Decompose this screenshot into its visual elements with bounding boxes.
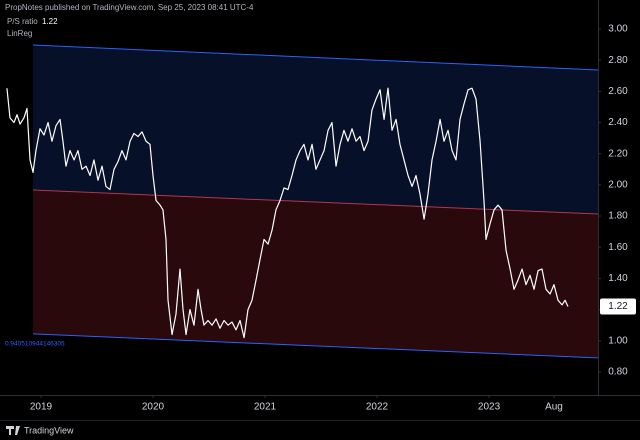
series-last-value: 1.22 <box>42 17 58 26</box>
last-value-box <box>600 298 636 315</box>
x-tick-label: 2019 <box>30 402 53 413</box>
y-tick-label: 0.80 <box>608 367 628 378</box>
y-tick-label: 2.80 <box>608 55 628 66</box>
y-tick-label: 2.60 <box>608 86 628 97</box>
publisher: PropNotes published on TradingView.com, … <box>5 3 254 12</box>
middle-regression-line <box>33 189 599 215</box>
series-line <box>6 87 569 339</box>
last-value-label: 1.22 <box>608 301 628 312</box>
footer-brand: TradingView <box>24 425 74 435</box>
y-tick-label: 1.60 <box>608 242 628 253</box>
y-tick-label: 2.00 <box>608 180 628 191</box>
footer-bar <box>0 420 640 440</box>
x-tick-label: 2023 <box>478 402 501 413</box>
upper-regression-line <box>33 44 599 71</box>
footer-logo <box>6 426 20 435</box>
y-tick-label: 2.20 <box>608 148 628 159</box>
plot-area <box>6 44 599 359</box>
x-tick-label: 2021 <box>254 402 277 413</box>
y-tick-label: 1.80 <box>608 211 628 222</box>
indicator-name: LinReg <box>7 29 32 38</box>
x-tick-label: 2020 <box>142 402 165 413</box>
upper-channel-fill <box>33 45 599 215</box>
y-tick-label: 3.00 <box>608 24 628 35</box>
y-tick-label: 1.40 <box>608 273 628 284</box>
x-tick-label: Aug <box>545 402 563 413</box>
lower-channel-fill <box>33 190 599 358</box>
lower-regression-line <box>33 333 599 359</box>
x-tick-label: 2022 <box>366 402 389 413</box>
regression-lower-label: 0.940510944146305 <box>5 341 65 348</box>
series-name: P/S ratio <box>7 17 38 26</box>
y-tick-label: 2.40 <box>608 117 628 128</box>
y-tick-label: 1.00 <box>608 335 628 346</box>
